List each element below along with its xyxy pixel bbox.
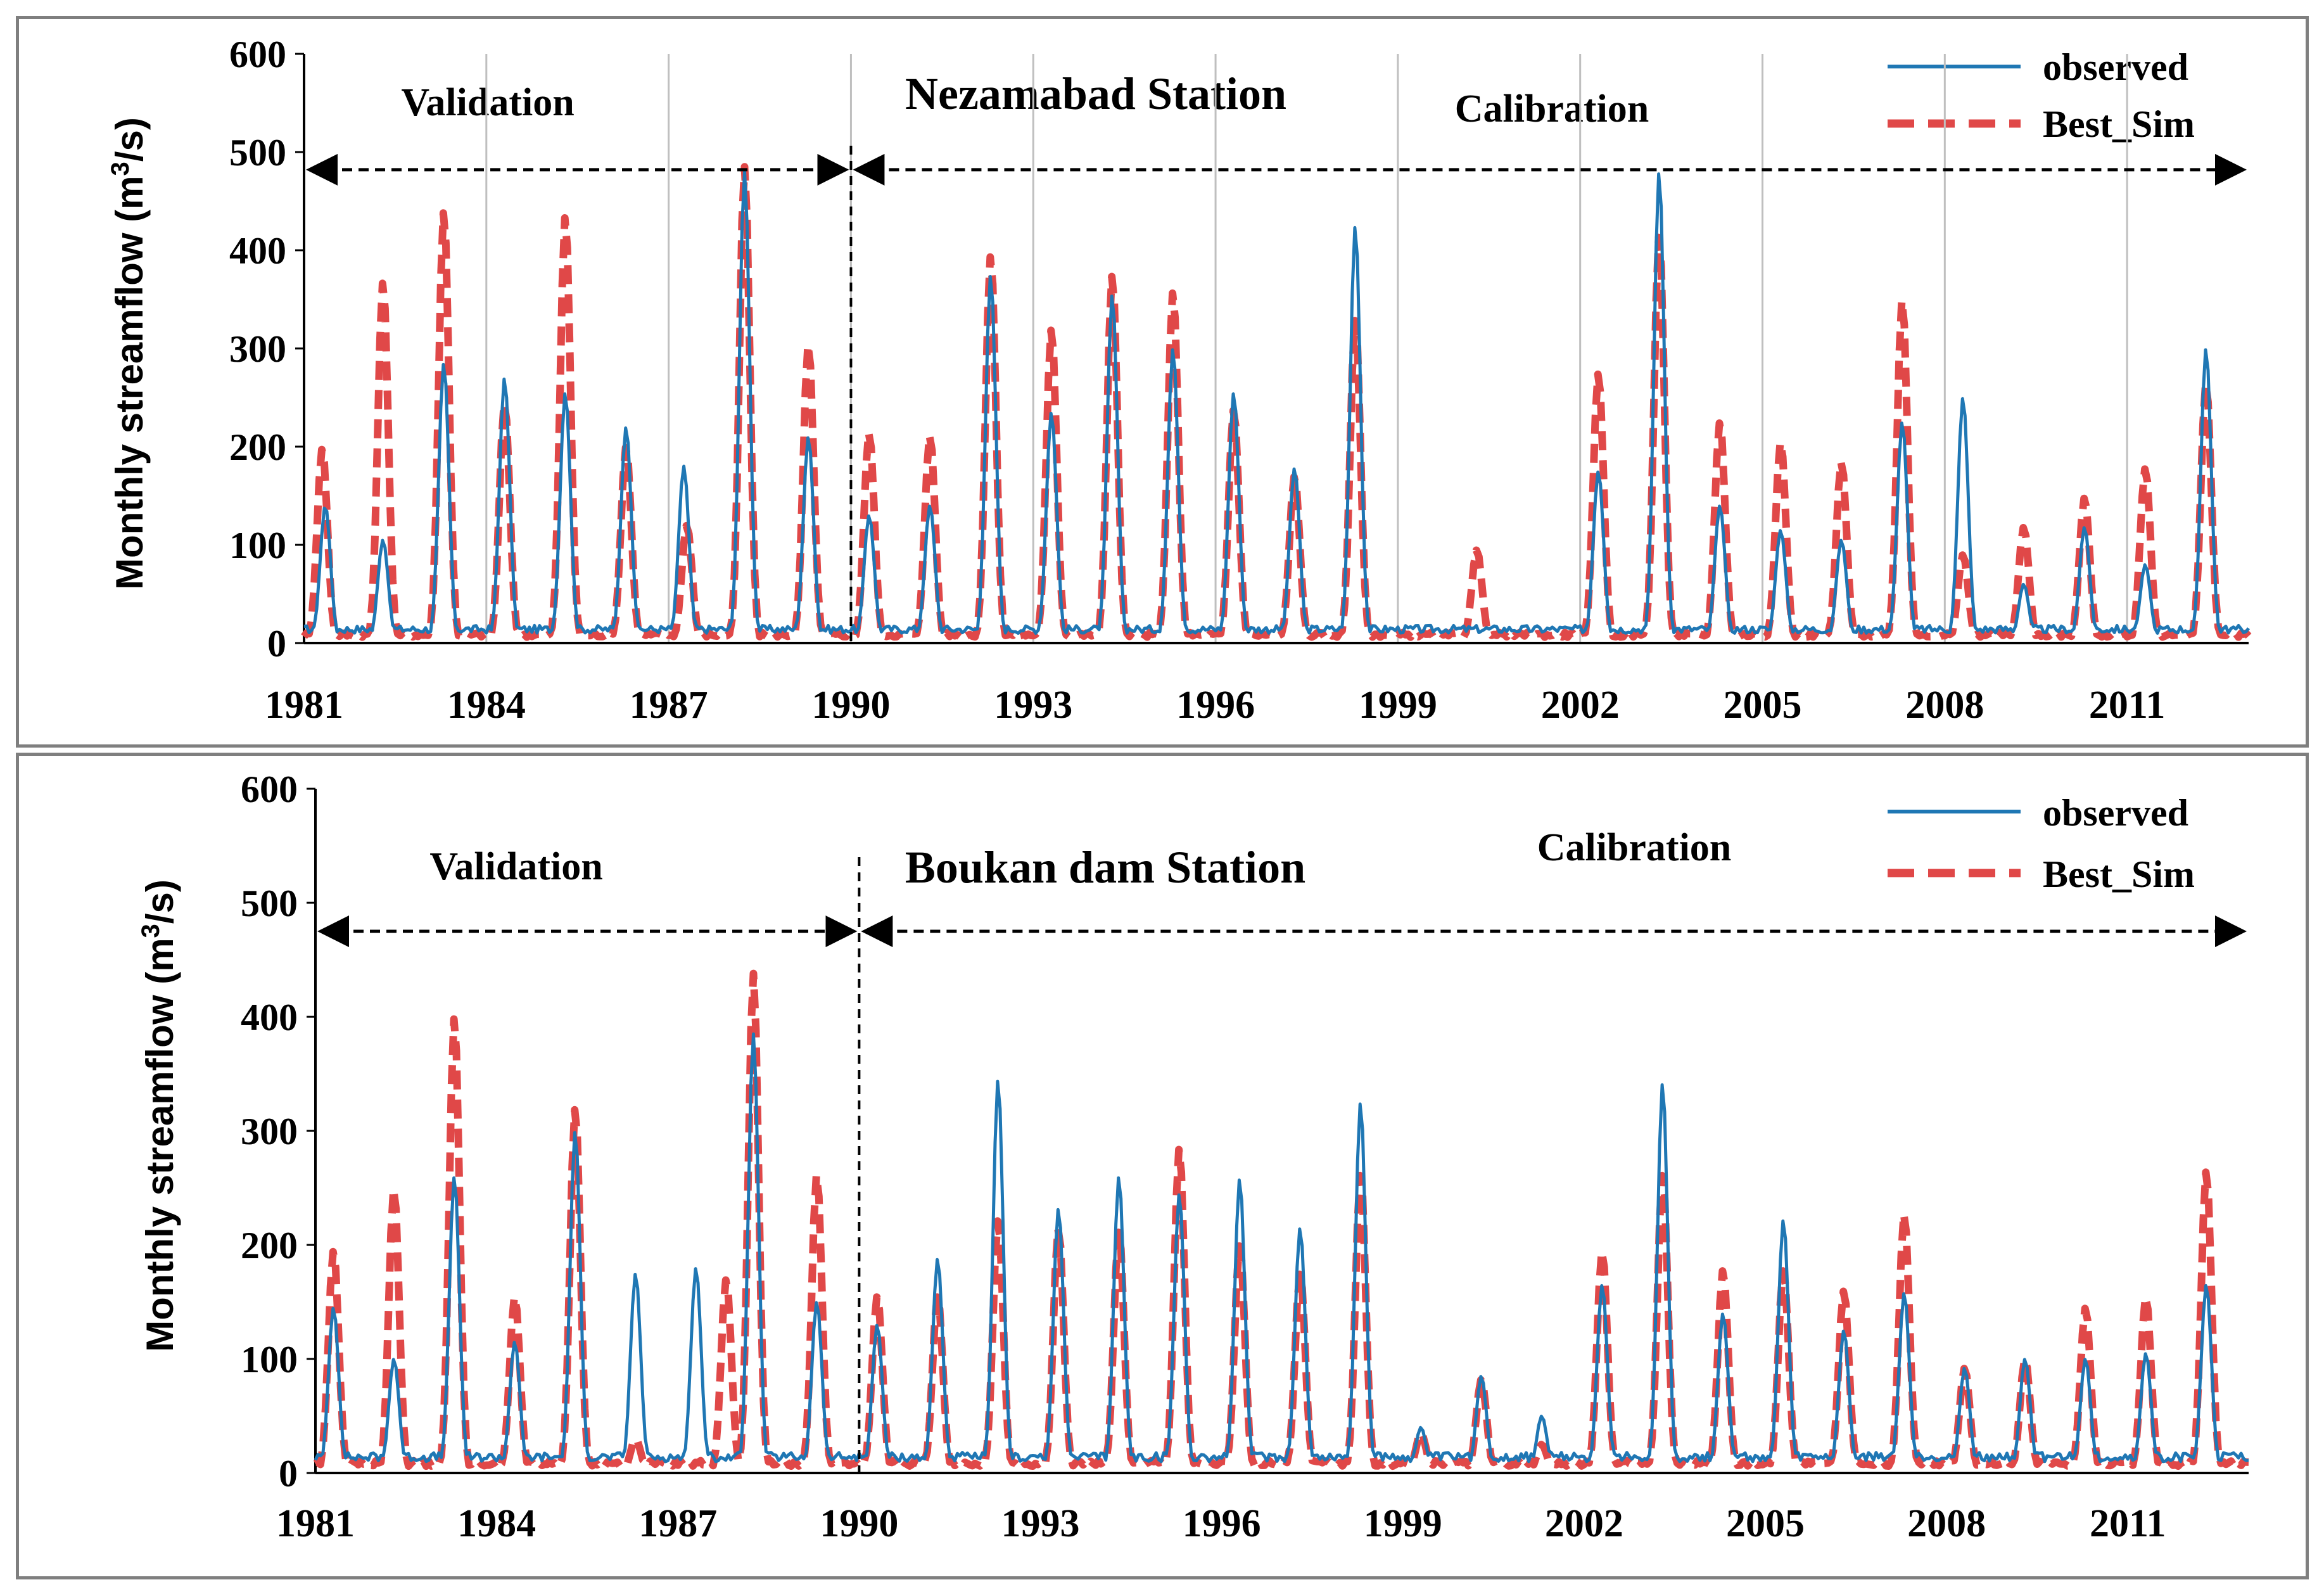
legend-best-sim-label: Best_Sim: [2043, 103, 2195, 145]
series-best-sim-line: [301, 163, 2252, 641]
y-tick-label: 500: [241, 883, 298, 924]
x-tick-label: 1993: [1001, 1502, 1080, 1545]
calibration-label: Calibration: [1537, 826, 1732, 869]
y-tick-label: 400: [229, 230, 286, 272]
y-tick-label: 100: [229, 525, 286, 566]
series-best-sim-line: [313, 969, 2250, 1470]
y-tick-label: 300: [229, 328, 286, 370]
plot-area: 1981 1984 1987 1990 1993 1996 1999 2002 2005 2008…: [229, 34, 2252, 727]
series-observed-line: [314, 1032, 2249, 1463]
y-tick-label: 600: [241, 768, 298, 810]
y-axis-label: Monthly streamflow (m3/s): [106, 117, 151, 590]
x-tick-label: 2008: [1905, 684, 1984, 727]
y-tick-label: 600: [229, 34, 286, 75]
y-tick-label: 500: [229, 132, 286, 174]
y-tick-label: 300: [241, 1111, 298, 1152]
validation-label: Validation: [429, 845, 602, 888]
x-tick-label: 1984: [457, 1502, 536, 1545]
y-axis-label: Monthly streamflow (m3/s): [137, 879, 181, 1352]
x-tick-label: 1990: [811, 684, 890, 727]
x-tick-label: 1987: [630, 684, 708, 727]
y-tick-label: 400: [241, 997, 298, 1038]
y-tick-label: 200: [229, 426, 286, 468]
y-tick-label: 0: [267, 623, 286, 665]
y-tick-label: 100: [241, 1339, 298, 1380]
x-tick-label: 1984: [447, 684, 526, 727]
chart-panel-boukan: Monthly streamflow (m3/s) Validation Cal…: [16, 753, 2309, 1579]
chart-boukan: Monthly streamflow (m3/s) Validation Cal…: [137, 768, 2250, 1545]
x-tick-label: 1999: [1364, 1502, 1442, 1545]
x-tick-label: 2008: [1907, 1502, 1986, 1545]
y-tick-label: 200: [241, 1225, 298, 1266]
plot-area: 1981 1984 1987 1990 1993 1996 1999 2002 2005 2008…: [241, 768, 2250, 1545]
x-tick-label: 2002: [1545, 1502, 1623, 1545]
x-tick-label: 1993: [994, 684, 1072, 727]
x-tick-label: 1987: [638, 1502, 717, 1545]
legend-observed-label: observed: [2043, 792, 2188, 834]
x-tick-label: 1999: [1359, 684, 1437, 727]
chart-panel-nezamabad: Monthly streamflow (m3/s) Validation Cal…: [16, 16, 2309, 748]
y-tick-label: 0: [279, 1453, 298, 1495]
calibration-label: Calibration: [1455, 87, 1649, 131]
x-tick-label: 2011: [2090, 1502, 2166, 1545]
x-tick-label: 2011: [2089, 684, 2166, 727]
x-tick-label: 1981: [276, 1502, 355, 1545]
station-title: Nezamabad Station: [905, 68, 1286, 119]
validation-label: Validation: [401, 81, 574, 124]
legend-best-sim-label: Best_Sim: [2043, 853, 2195, 895]
x-tick-label: 2002: [1541, 684, 1620, 727]
series-observed-line: [303, 170, 2250, 635]
x-tick-label: 1996: [1176, 684, 1255, 727]
x-tick-label: 2005: [1726, 1502, 1805, 1545]
station-title: Boukan dam Station: [905, 842, 1305, 893]
legend-observed-label: observed: [2043, 46, 2188, 88]
x-tick-label: 1981: [265, 684, 343, 727]
x-tick-label: 2005: [1724, 684, 1802, 727]
x-tick-label: 1996: [1183, 1502, 1261, 1545]
x-tick-label: 1990: [820, 1502, 898, 1545]
chart-nezamabad: Monthly streamflow (m3/s) Validation Cal…: [106, 34, 2252, 727]
